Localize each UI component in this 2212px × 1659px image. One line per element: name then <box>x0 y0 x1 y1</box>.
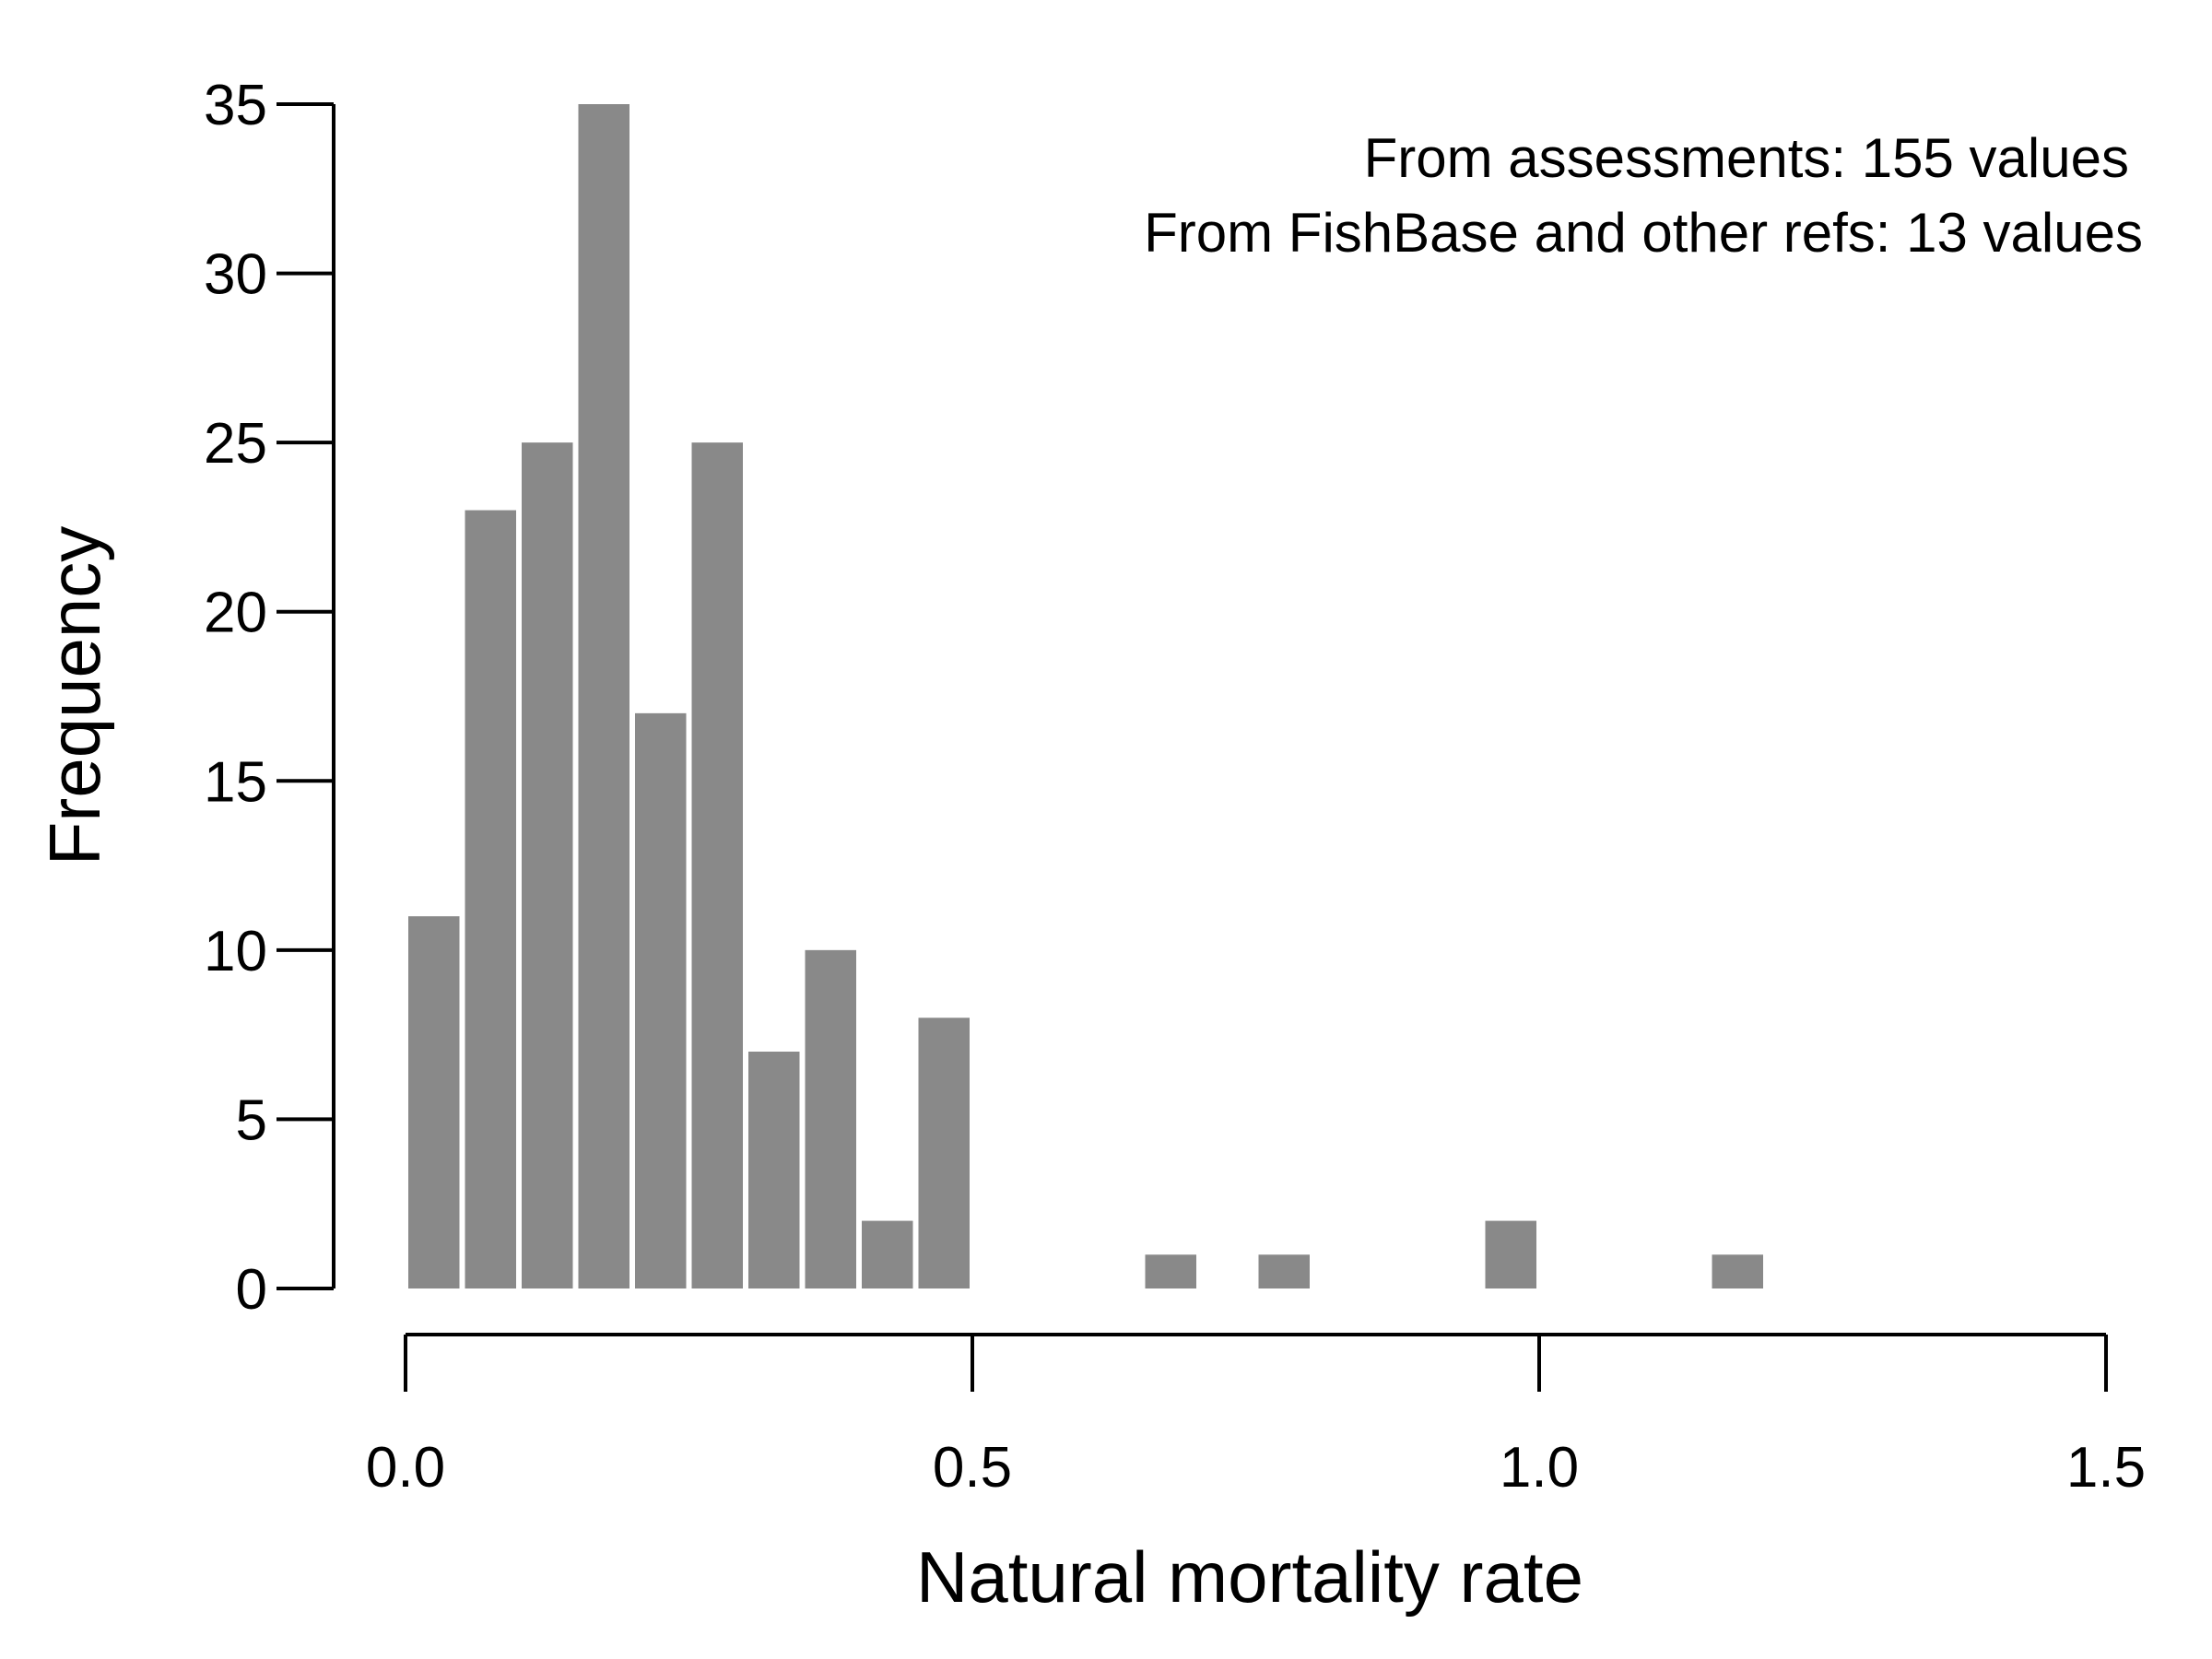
histogram-bar <box>1712 1254 1763 1288</box>
x-tick-label: 1.5 <box>2066 1436 2146 1500</box>
histogram-bar <box>635 712 687 1288</box>
y-tick-label: 0 <box>236 1258 267 1322</box>
histogram-bar <box>408 916 460 1288</box>
histogram-bar <box>465 510 516 1288</box>
x-axis-title: Natural mortality rate <box>916 1536 1583 1618</box>
histogram-bar <box>578 104 629 1288</box>
y-tick-label: 15 <box>204 750 267 814</box>
x-tick-label: 0.5 <box>933 1436 1012 1500</box>
y-axis-title: Frequency <box>34 526 115 866</box>
histogram-bar <box>691 442 743 1289</box>
histogram-bars <box>408 104 1763 1289</box>
histogram-bar <box>522 442 573 1289</box>
histogram-bar <box>862 1220 913 1288</box>
y-axis: 0 5 10 15 20 25 30 35 <box>204 74 335 1322</box>
histogram-bar <box>1258 1254 1310 1288</box>
y-tick-label: 35 <box>204 74 267 137</box>
histogram-bar <box>1145 1254 1196 1288</box>
y-tick-label: 30 <box>204 243 267 307</box>
annotation-fishbase: From FishBase and other refs: 13 values <box>1144 202 2143 264</box>
histogram-bar <box>918 1018 970 1288</box>
x-axis: 0.0 0.5 1.0 1.5 <box>366 1333 2146 1500</box>
y-tick-label: 20 <box>204 582 267 645</box>
histogram-bar <box>805 949 856 1288</box>
y-tick-label: 5 <box>236 1088 267 1152</box>
histogram-bar <box>1485 1220 1536 1288</box>
y-tick-label: 10 <box>204 920 267 983</box>
x-tick-label: 0.0 <box>366 1436 445 1500</box>
y-tick-label: 25 <box>204 412 267 476</box>
histogram-bar <box>748 1052 800 1288</box>
x-tick-label: 1.0 <box>1500 1436 1579 1500</box>
annotation-assessments: From assessments: 155 values <box>1364 127 2129 189</box>
